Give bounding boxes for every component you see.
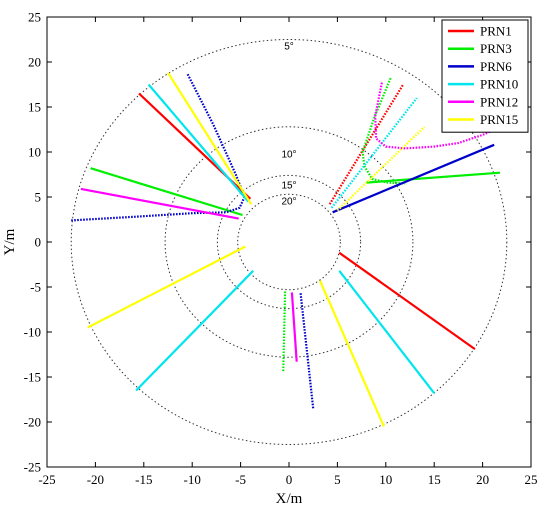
series-segment	[338, 251, 476, 350]
y-tick-label: 10	[28, 145, 41, 160]
series-segment-dotted	[71, 73, 246, 222]
series-segment	[290, 292, 298, 362]
y-tick-label: 25	[28, 10, 41, 25]
series-segment-dotted	[328, 83, 405, 205]
x-tick-label: -10	[184, 472, 201, 487]
elevation-ring	[164, 126, 414, 358]
series-layer	[71, 72, 501, 427]
ring-label: 10°	[281, 150, 296, 161]
series-prn12	[80, 82, 498, 362]
elevation-rings: 5° 10° 15° 20°	[70, 39, 508, 445]
legend-label: PRN12	[480, 94, 518, 109]
elevation-ring	[237, 193, 341, 291]
x-axis-label: X/m	[276, 491, 303, 507]
legend-label: PRN1	[480, 24, 512, 39]
series-segment-dotted	[336, 126, 426, 212]
y-tick-label: 15	[28, 100, 41, 115]
series-segment	[87, 245, 246, 329]
ring-label: 20°	[281, 197, 296, 208]
y-tick-label: -20	[24, 415, 41, 430]
series-prn15	[87, 72, 426, 427]
y-tick-label: 5	[35, 190, 42, 205]
series-segment-dotted	[282, 291, 287, 373]
x-tick-label: -5	[235, 472, 246, 487]
legend-label: PRN3	[480, 41, 512, 56]
legend-label: PRN6	[480, 59, 512, 74]
legend: PRN1 PRN3 PRN6 PRN10 PRN12 PRN15	[441, 19, 529, 133]
x-tick-label: 5	[334, 472, 341, 487]
series-segment-dotted	[330, 97, 418, 209]
y-tick-label: 20	[28, 55, 41, 70]
legend-box	[441, 19, 529, 133]
x-tick-label: -15	[135, 472, 152, 487]
series-segment-dotted	[374, 82, 498, 150]
y-tick-label: 0	[35, 235, 42, 250]
x-tick-label: 10	[379, 472, 392, 487]
series-segment	[366, 171, 501, 184]
x-tick-label: 15	[428, 472, 441, 487]
y-tick-label: -10	[24, 325, 41, 340]
elevation-ring	[216, 174, 362, 310]
y-axis-label: Y/m	[2, 228, 18, 255]
elevation-ring	[70, 39, 508, 445]
series-segment	[90, 167, 243, 217]
series-segment	[80, 187, 239, 220]
x-tick-label: 0	[286, 472, 293, 487]
x-tick-label: -20	[87, 472, 104, 487]
x-tick-label: 25	[525, 472, 538, 487]
y-tick-label: -5	[30, 280, 41, 295]
x-tick-label: -25	[38, 472, 55, 487]
series-segment-dotted	[299, 293, 315, 409]
y-tick-label: -15	[24, 370, 41, 385]
series-prn6	[71, 73, 495, 409]
legend-label: PRN10	[480, 77, 518, 92]
series-segment	[167, 72, 253, 205]
ring-label: 5°	[284, 42, 294, 53]
series-segment	[332, 143, 495, 214]
y-tick-label: -25	[24, 460, 41, 475]
series-prn3	[90, 77, 501, 373]
series-segment	[147, 83, 250, 203]
series-segment	[135, 270, 254, 392]
ring-label: 15°	[281, 180, 296, 191]
series-prn10	[135, 83, 436, 394]
series-segment-dotted	[361, 77, 406, 185]
series-segment	[318, 280, 385, 427]
x-tick-label: 20	[476, 472, 489, 487]
axis-ticks: -25 -20 -15 -10 -5 0 5 10 15 20 25 -25 -20 -15 -10 -5 0 5…	[24, 10, 538, 488]
legend-label: PRN15	[480, 112, 518, 127]
series-segment	[338, 270, 436, 394]
